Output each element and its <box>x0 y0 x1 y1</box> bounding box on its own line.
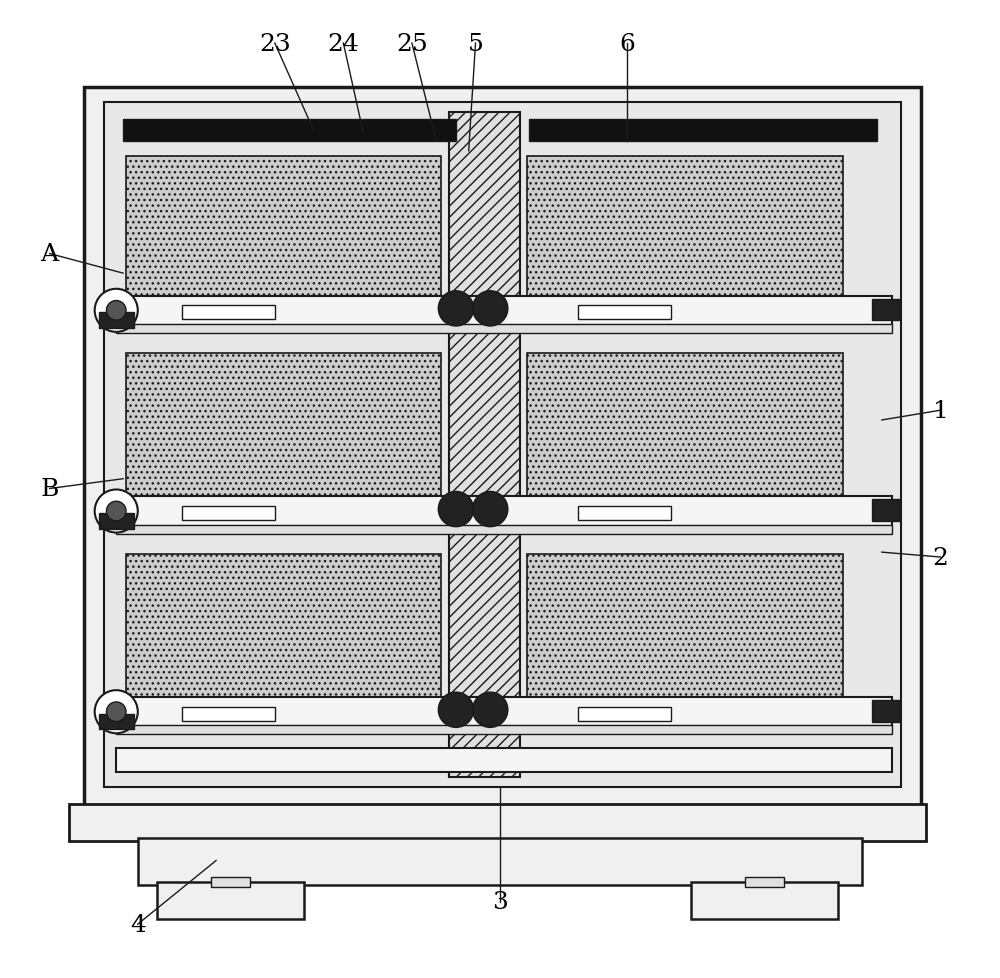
Bar <box>872 299 899 321</box>
Circle shape <box>106 301 126 321</box>
Bar <box>99 513 134 529</box>
Bar <box>116 497 892 526</box>
Text: 5: 5 <box>468 32 483 56</box>
Bar <box>691 882 838 919</box>
Bar <box>99 313 134 329</box>
Bar <box>527 555 843 699</box>
Bar <box>84 88 921 807</box>
Bar <box>126 555 441 699</box>
Circle shape <box>95 289 138 333</box>
Circle shape <box>438 692 474 728</box>
Bar <box>116 726 892 734</box>
Bar <box>116 525 892 534</box>
Bar <box>578 306 671 320</box>
Text: 1: 1 <box>933 399 948 422</box>
Bar <box>138 838 862 885</box>
Bar <box>872 500 899 521</box>
Bar <box>578 507 671 520</box>
Text: 25: 25 <box>396 32 428 56</box>
Circle shape <box>473 492 508 527</box>
Bar <box>745 877 784 887</box>
Bar <box>99 714 134 730</box>
Bar <box>116 296 892 326</box>
Bar <box>126 156 441 298</box>
Text: 6: 6 <box>619 32 635 56</box>
Bar <box>527 156 843 298</box>
Text: B: B <box>40 477 59 501</box>
Bar <box>69 804 926 841</box>
Text: 3: 3 <box>492 890 508 913</box>
Bar <box>116 697 892 727</box>
Text: 23: 23 <box>259 32 291 56</box>
Bar <box>182 306 275 320</box>
Bar <box>123 120 456 142</box>
Text: 2: 2 <box>933 546 948 569</box>
Bar <box>126 354 441 499</box>
Bar <box>872 700 899 722</box>
Bar <box>182 507 275 520</box>
Circle shape <box>473 692 508 728</box>
Text: 24: 24 <box>327 32 359 56</box>
Bar <box>578 707 671 721</box>
Circle shape <box>438 291 474 327</box>
Bar <box>104 103 901 787</box>
Bar <box>211 877 250 887</box>
Circle shape <box>473 291 508 327</box>
Circle shape <box>106 502 126 521</box>
Text: 4: 4 <box>130 912 146 936</box>
Bar <box>529 120 877 142</box>
Bar <box>116 325 892 333</box>
Circle shape <box>438 492 474 527</box>
Circle shape <box>106 702 126 722</box>
Circle shape <box>95 690 138 734</box>
Text: A: A <box>41 243 59 266</box>
Bar <box>182 707 275 721</box>
Bar <box>157 882 304 919</box>
Bar <box>116 748 892 773</box>
Circle shape <box>95 490 138 533</box>
Bar <box>527 354 843 499</box>
Bar <box>449 112 520 778</box>
